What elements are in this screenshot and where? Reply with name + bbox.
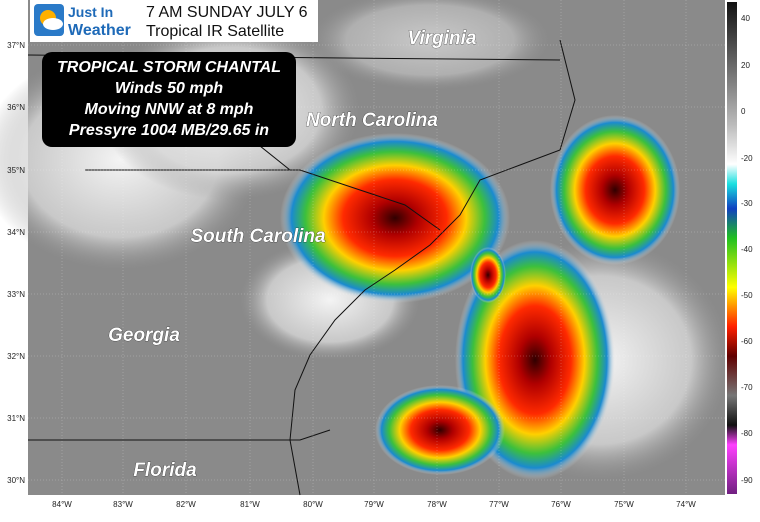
storm-line: Winds 50 mph: [115, 80, 224, 97]
latitude-label: 33°N: [7, 290, 25, 299]
logo-text: Weather: [68, 22, 131, 39]
longitude-label: 81°W: [240, 500, 260, 509]
longitude-label: 77°W: [489, 500, 509, 509]
colorbar-label: 0: [741, 107, 746, 116]
colorbar-label: 20: [741, 61, 750, 70]
latitude-label: 37°N: [7, 41, 25, 50]
longitude-label: 78°W: [427, 500, 447, 509]
colorbar-label: -20: [741, 154, 753, 163]
latitude-label: 35°N: [7, 166, 25, 175]
longitude-label: 80°W: [303, 500, 323, 509]
state-label: North Carolina: [306, 110, 438, 131]
longitude-label: 74°W: [676, 500, 696, 509]
state-label: Georgia: [108, 325, 180, 346]
longitude-label: 84°W: [52, 500, 72, 509]
longitude-label: 82°W: [176, 500, 196, 509]
header-subtitle: Tropical IR Satellite: [146, 23, 284, 40]
colorbar-label: -30: [741, 199, 753, 208]
header-box: [30, 0, 318, 42]
longitude-label: 75°W: [614, 500, 634, 509]
longitude-label: 83°W: [113, 500, 133, 509]
colorbar-label: -70: [741, 383, 753, 392]
colorbar-label: -60: [741, 337, 753, 346]
storm-info-box: [42, 52, 296, 147]
header-time: 7 AM SUNDAY JULY 6: [146, 4, 308, 21]
logo-icon: [34, 4, 64, 36]
graticule: [28, 0, 725, 495]
state-label: Virginia: [408, 28, 477, 49]
storm-title: TROPICAL STORM CHANTAL: [57, 59, 281, 76]
storm-line: Pressyre 1004 MB/29.65 in: [69, 122, 269, 139]
latitude-label: 36°N: [7, 103, 25, 112]
colorbar: [727, 2, 737, 494]
colorbar-label: -80: [741, 429, 753, 438]
colorbar-label: -50: [741, 291, 753, 300]
state-label: Florida: [133, 460, 197, 481]
longitude-label: 76°W: [551, 500, 571, 509]
latitude-label: 31°N: [7, 414, 25, 423]
storm-cells: [280, 115, 680, 480]
latitude-label: 32°N: [7, 352, 25, 361]
colorbar-label: -90: [741, 476, 753, 485]
state-label: South Carolina: [190, 226, 326, 247]
colorbar-label: -40: [741, 245, 753, 254]
latitude-label: 34°N: [7, 228, 25, 237]
longitude-label: 79°W: [364, 500, 384, 509]
logo-text: Just In: [68, 4, 113, 20]
colorbar-label: 40: [741, 14, 750, 23]
latitude-label: 30°N: [7, 476, 25, 485]
storm-line: Moving NNW at 8 mph: [85, 101, 254, 118]
